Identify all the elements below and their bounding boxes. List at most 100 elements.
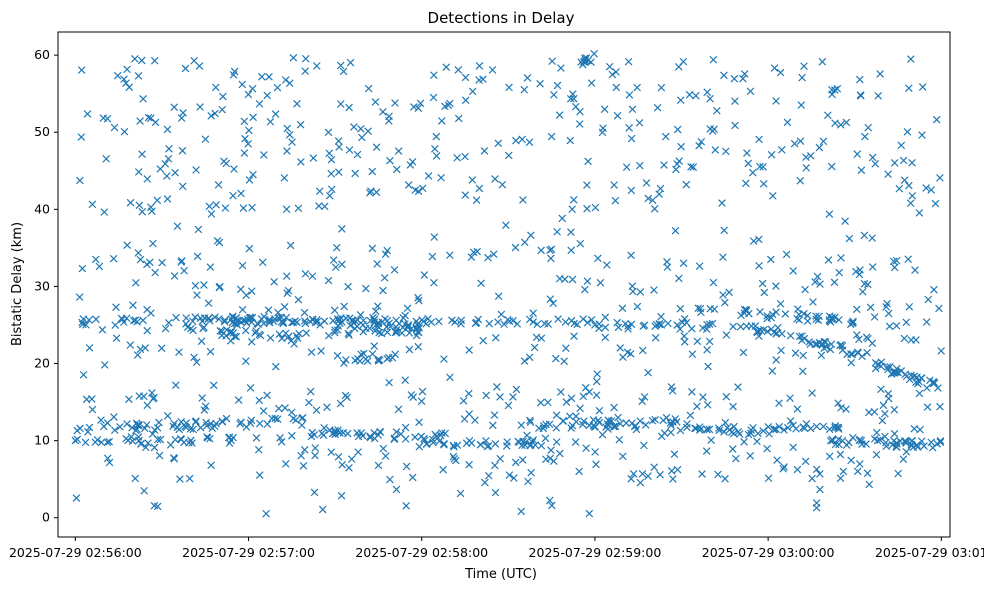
data-point-x-marker	[229, 191, 237, 200]
data-point-x-marker	[79, 370, 88, 379]
data-point-x-marker	[500, 320, 508, 329]
data-point-x-marker	[471, 416, 479, 425]
data-point-x-marker	[156, 435, 165, 444]
data-point-x-marker	[475, 184, 484, 193]
data-point-x-marker	[449, 441, 458, 450]
data-point-x-marker	[91, 438, 100, 446]
data-point-x-marker	[592, 460, 600, 469]
data-point-x-marker	[475, 62, 484, 70]
data-point-x-marker	[708, 319, 717, 328]
data-point-x-marker	[266, 117, 275, 126]
data-point-x-marker	[812, 312, 820, 320]
data-point-x-marker	[218, 418, 227, 426]
data-point-x-marker	[211, 83, 220, 92]
data-point-x-marker	[221, 204, 230, 212]
data-point-x-marker	[613, 111, 622, 120]
data-point-x-marker	[88, 200, 97, 209]
data-point-x-marker	[247, 416, 256, 425]
data-point-x-marker	[819, 137, 828, 146]
data-point-x-marker	[743, 149, 751, 157]
data-point-x-marker	[171, 381, 180, 390]
data-point-x-marker	[211, 109, 219, 118]
data-point-x-marker	[884, 309, 893, 318]
data-point-x-marker	[366, 316, 375, 325]
data-point-x-marker	[429, 93, 438, 102]
data-point-x-marker	[803, 311, 812, 320]
data-point-x-marker	[585, 421, 594, 430]
data-point-x-marker	[111, 426, 119, 434]
data-point-x-marker	[777, 146, 786, 154]
data-point-x-marker	[224, 433, 233, 442]
data-points	[71, 49, 945, 518]
data-point-x-marker	[190, 353, 198, 362]
data-point-x-marker	[498, 180, 507, 189]
data-point-x-marker	[539, 424, 548, 433]
data-point-x-marker	[635, 161, 644, 170]
data-point-x-marker	[638, 397, 647, 406]
data-point-x-marker	[892, 443, 901, 451]
data-point-x-marker	[139, 392, 148, 401]
data-point-x-marker	[922, 184, 930, 192]
data-point-x-marker	[907, 55, 915, 63]
data-point-x-marker	[562, 398, 571, 406]
data-point-x-marker	[362, 284, 370, 293]
data-point-x-marker	[275, 330, 284, 338]
data-point-x-marker	[287, 431, 296, 440]
data-point-x-marker	[844, 438, 853, 447]
data-point-x-marker	[212, 200, 220, 209]
data-point-x-marker	[373, 302, 382, 310]
data-point-x-marker	[373, 322, 382, 331]
data-point-x-marker	[289, 318, 298, 327]
data-point-x-marker	[624, 325, 632, 333]
chart-title: Detections in Delay	[428, 9, 575, 27]
data-point-x-marker	[446, 373, 454, 382]
data-point-x-marker	[547, 132, 556, 141]
data-point-x-marker	[863, 469, 872, 478]
data-point-x-marker	[529, 318, 538, 326]
data-point-x-marker	[428, 252, 437, 261]
data-point-x-marker	[386, 475, 394, 484]
data-point-x-marker	[908, 191, 917, 200]
data-point-x-marker	[518, 456, 527, 464]
data-point-x-marker	[126, 198, 135, 207]
data-point-x-marker	[916, 425, 924, 434]
data-point-x-marker	[831, 440, 840, 449]
data-point-x-marker	[782, 250, 791, 259]
data-point-x-marker	[773, 456, 781, 464]
data-point-x-marker	[910, 424, 919, 433]
data-point-x-marker	[371, 307, 380, 316]
data-point-x-marker	[780, 463, 788, 471]
data-point-x-marker	[627, 251, 635, 260]
data-point-x-marker	[831, 422, 840, 430]
data-point-x-marker	[808, 474, 816, 483]
data-point-x-marker	[414, 319, 423, 327]
data-point-x-marker	[718, 199, 726, 207]
data-point-x-marker	[936, 174, 944, 182]
data-point-x-marker	[583, 204, 591, 213]
data-point-x-marker	[903, 127, 912, 136]
data-point-x-marker	[163, 195, 172, 203]
data-point-x-marker	[877, 358, 886, 367]
data-point-x-marker	[370, 342, 378, 350]
data-point-x-marker	[440, 439, 448, 448]
data-point-x-marker	[676, 426, 685, 435]
data-point-x-marker	[276, 433, 284, 442]
data-point-x-marker	[695, 262, 704, 270]
data-point-x-marker	[553, 228, 561, 236]
data-point-x-marker	[198, 394, 207, 402]
data-point-x-marker	[180, 266, 188, 275]
data-point-x-marker	[141, 344, 150, 352]
data-point-x-marker	[138, 150, 146, 159]
data-point-x-marker	[767, 150, 776, 159]
data-point-x-marker	[186, 436, 195, 445]
data-point-x-marker	[368, 244, 377, 253]
data-point-x-marker	[680, 332, 688, 340]
data-point-x-marker	[105, 458, 114, 467]
data-point-x-marker	[930, 285, 938, 294]
data-point-x-marker	[84, 428, 92, 436]
data-point-x-marker	[924, 295, 933, 304]
data-point-x-marker	[358, 133, 366, 142]
data-point-x-marker	[709, 278, 718, 287]
data-point-x-marker	[900, 176, 909, 185]
data-point-x-marker	[311, 444, 320, 452]
